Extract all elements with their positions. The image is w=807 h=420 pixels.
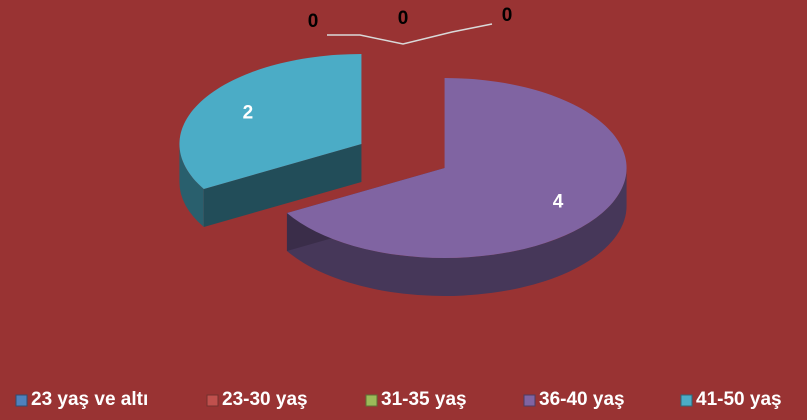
legend: 23 yaş ve altı 23-30 yaş 31-35 yaş 36-40 ya…	[15, 389, 782, 410]
legend-label: 31-35 yaş	[381, 389, 467, 410]
legend-swatch	[365, 394, 378, 407]
pie-slices	[179, 54, 627, 296]
pie-slice-side	[179, 144, 204, 227]
data-label: 4	[553, 191, 564, 212]
data-label-zero: 0	[308, 11, 319, 32]
legend-label: 41-50 yaş	[696, 389, 782, 410]
legend-item: 31-35 yaş	[365, 389, 467, 410]
leader-lines	[327, 23, 493, 45]
legend-item: 36-40 yaş	[523, 389, 625, 410]
pie-slice-top	[179, 54, 362, 189]
leader-line	[327, 23, 493, 45]
pie-slice	[286, 78, 627, 296]
data-label: 2	[243, 103, 254, 124]
legend-swatch	[206, 394, 219, 407]
data-labels: 4 2 0 0 0	[243, 5, 564, 212]
pie-slice-top	[286, 78, 627, 258]
legend-swatch	[680, 394, 693, 407]
legend-label: 23 yaş ve altı	[31, 389, 148, 410]
legend-label: 23-30 yaş	[222, 389, 308, 410]
legend-item: 41-50 yaş	[680, 389, 782, 410]
pie-slice-cut	[203, 144, 362, 227]
legend-item: 23 yaş ve altı	[15, 389, 148, 410]
legend-swatch	[523, 394, 536, 407]
data-label-zero: 0	[398, 8, 409, 29]
legend-label: 36-40 yaş	[539, 389, 625, 410]
data-label-zero: 0	[502, 5, 513, 26]
legend-swatch	[15, 394, 28, 407]
pie-slice-side	[286, 168, 627, 296]
legend-item: 23-30 yaş	[206, 389, 308, 410]
pie-slice	[179, 54, 362, 227]
